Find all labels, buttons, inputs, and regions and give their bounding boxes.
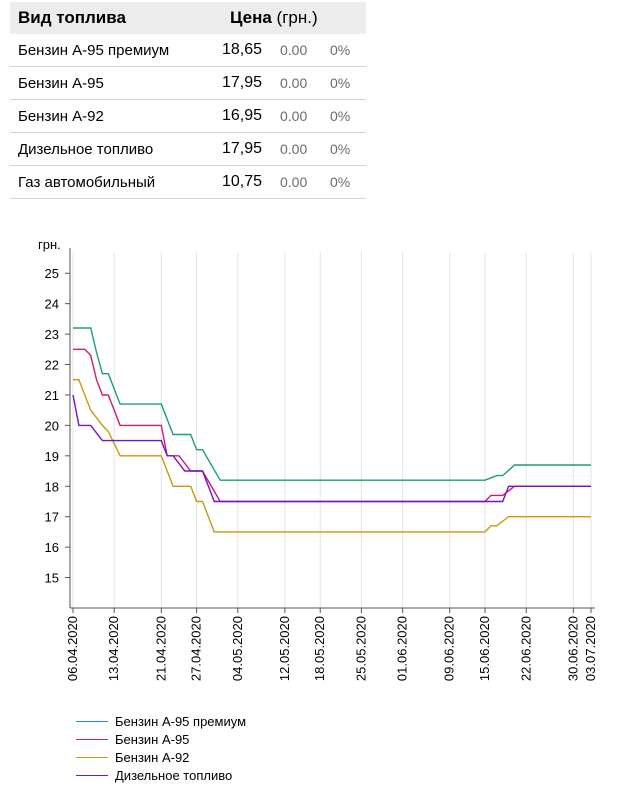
legend-label: Бензин А-92 [115, 749, 190, 765]
x-tick-label: 09.06.2020 [442, 616, 457, 681]
fuel-price: 17,95 [222, 132, 280, 166]
x-tick-label: 12.05.2020 [277, 616, 292, 681]
x-tick-label: 04.05.2020 [230, 616, 245, 681]
x-tick-label: 18.05.2020 [312, 616, 327, 681]
legend-item: Бензин А-95 [76, 730, 246, 748]
legend-label: Бензин А-95 [115, 731, 190, 747]
fuel-name: Бензин А-95 премиум [10, 34, 222, 67]
price-change-percent: 0% [330, 66, 366, 100]
fuel-price: 17,95 [222, 66, 280, 100]
legend-swatch [76, 756, 108, 758]
legend-item: Дизельное топливо [76, 766, 246, 784]
fuel-price: 16,95 [222, 99, 280, 133]
price-change-percent: 0% [330, 132, 366, 166]
header-price-unit: (грн.) [276, 8, 318, 27]
table-header-row: Вид топлива Цена (грн.) [10, 2, 366, 34]
x-tick-label: 21.04.2020 [153, 616, 168, 681]
chart-grid [72, 252, 592, 608]
y-tick-label: 19 [45, 449, 59, 464]
legend-swatch [76, 774, 108, 776]
legend-swatch [76, 720, 108, 722]
x-tick-label: 06.04.2020 [65, 616, 80, 681]
table-row: Бензин А-95 премиум 18,65 0.00 0% [10, 34, 366, 67]
chart-series [72, 327, 591, 533]
price-change: 0.00 [280, 66, 330, 100]
series-line [73, 327, 591, 481]
x-tick-label: 13.04.2020 [106, 616, 121, 681]
y-tick-label: 18 [45, 479, 59, 494]
series-line [73, 348, 591, 503]
price-change-percent: 0% [330, 165, 366, 199]
y-tick-label: 15 [45, 571, 59, 586]
price-chart: 06.04.2020 13.04.2020 21.04.2020 27.04.2020… [38, 237, 598, 681]
series-line [73, 379, 591, 533]
legend-label: Дизельное топливо [115, 767, 233, 783]
x-tick-label: 15.06.2020 [477, 616, 492, 681]
legend-item: Бензин А-95 премиум [76, 712, 246, 730]
y-axis-label: грн. [38, 237, 61, 252]
y-tick-label: 20 [45, 418, 59, 433]
x-tick-label: 22.06.2020 [518, 616, 533, 681]
fuel-price: 18,65 [222, 34, 280, 67]
series-line [72, 394, 591, 503]
fuel-price: 10,75 [222, 165, 280, 199]
y-tick-label: 23 [45, 327, 59, 342]
x-tick-label: 27.04.2020 [189, 616, 204, 681]
header-price: Цена (грн.) [222, 2, 366, 34]
chart-legend: Бензин А-95 премиум Бензин А-95 Бензин А-9… [76, 712, 246, 784]
legend-label: Бензин А-95 премиум [115, 713, 247, 729]
legend-swatch [76, 738, 108, 740]
x-tick-label: 25.05.2020 [353, 616, 368, 681]
price-change: 0.00 [280, 99, 330, 133]
x-tick-label: 03.07.2020 [583, 616, 598, 681]
chart-axes: 06.04.2020 13.04.2020 21.04.2020 27.04.2020… [45, 248, 598, 681]
header-price-label: Цена [230, 8, 272, 27]
y-tick-label: 24 [45, 297, 59, 312]
price-change-percent: 0% [330, 99, 366, 133]
x-tick-label: 30.06.2020 [565, 616, 580, 681]
y-tick-label: 17 [45, 510, 59, 525]
y-tick-label: 21 [45, 388, 59, 403]
y-tick-label: 25 [45, 266, 59, 281]
table-row: Бензин А-92 16,95 0.00 0% [10, 99, 366, 133]
fuel-name: Бензин А-95 [10, 66, 222, 100]
fuel-name: Газ автомобильный [10, 165, 222, 199]
price-change: 0.00 [280, 34, 330, 67]
price-table: Вид топлива Цена (грн.) Бензин А-95 прем… [10, 2, 366, 199]
y-tick-label: 16 [45, 540, 59, 555]
y-tick-label: 22 [45, 358, 59, 373]
legend-item: Бензин А-92 [76, 748, 246, 766]
table-row: Бензин А-95 17,95 0.00 0% [10, 66, 366, 100]
header-fuel-type: Вид топлива [10, 2, 222, 34]
price-change: 0.00 [280, 165, 330, 199]
fuel-name: Бензин А-92 [10, 99, 222, 133]
x-tick-label: 01.06.2020 [395, 616, 410, 681]
table-row: Газ автомобильный 10,75 0.00 0% [10, 165, 366, 199]
fuel-name: Дизельное топливо [10, 132, 222, 166]
table-row: Дизельное топливо 17,95 0.00 0% [10, 132, 366, 166]
price-change: 0.00 [280, 132, 330, 166]
price-change-percent: 0% [330, 34, 366, 67]
